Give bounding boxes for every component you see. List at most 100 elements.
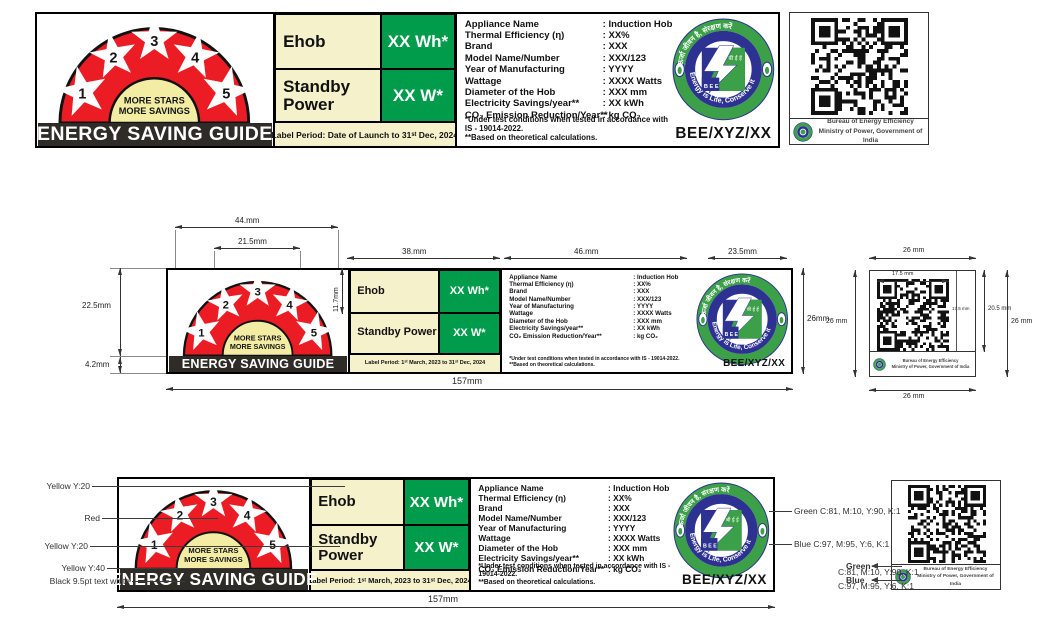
callout-yellow20-bottom: Yellow Y:20 [44, 541, 88, 551]
svg-text:4: 4 [244, 508, 251, 522]
callout-line [132, 581, 185, 582]
qr-inner-divider [956, 271, 957, 351]
detail-row: Diameter of the Hob: XXX mm [464, 87, 648, 99]
qr-code [877, 279, 949, 351]
svg-text:5: 5 [269, 538, 276, 552]
extension-line [175, 230, 176, 268]
logo-bee-text: B E E [704, 84, 719, 90]
svg-text:MORE STARS: MORE STARS [234, 333, 282, 342]
star-rating-arch: 1 2 3 4 5 MORE STARS MORE SAVINGS [178, 271, 338, 356]
appliance-details: Appliance Name: Induction Hob Thermal Ef… [465, 19, 677, 122]
dim-label: 157mm [452, 376, 483, 386]
dim-total-width [166, 387, 793, 391]
logo-blue-ring [684, 30, 762, 108]
detail-row: Model Name/Number: XXX/123 [464, 52, 647, 64]
callout-qr-blue-name: Blue [846, 575, 865, 585]
callout-line [769, 511, 792, 512]
qr-block-top: Bureau of Energy Efficiency Ministry of … [789, 12, 929, 145]
extension-line [338, 230, 339, 268]
callout-line [107, 568, 245, 569]
dim-qr-width-bottom [869, 388, 976, 392]
lightning-bolt-icon [703, 45, 738, 94]
extension-line [110, 373, 166, 374]
dim-label: 46.mm [574, 247, 599, 256]
logo-hindi-bee-text: बी ई ई [729, 54, 743, 62]
more-stars-text: MORE STARS [124, 96, 185, 106]
callout-qr-blue-value: C:97, M:95, Y:6, K:1 [838, 581, 914, 591]
dim-qr-inner-width [877, 279, 949, 283]
dim-label: 11.7mm [333, 287, 340, 312]
dim-label: 157mm [428, 594, 459, 604]
star-number: 5 [222, 87, 230, 103]
dim-row-height [340, 268, 344, 314]
svg-text:MORE STARS: MORE STARS [188, 546, 238, 555]
appliance-info-section: Appliance Name: Induction Hob Thermal Ef… [500, 270, 791, 372]
svg-text:4: 4 [286, 300, 293, 312]
energy-label-dimensioned: 1 2 3 4 5 MORE STARS MORE SAVINGS ENERGY… [166, 268, 793, 374]
dim-total-width-bottom [117, 605, 775, 609]
energy-guide-section: 1 2 3 4 5 MORE STARS MORE SAVINGS ENERGY… [110, 479, 318, 590]
qr-org-text: Bureau of Energy Efficiency Ministry of … [891, 357, 970, 369]
label-period: Label Period: 1ˢᵗ March, 2023 to 31ˢᵗ De… [308, 570, 472, 590]
dim-label: 26 mm [903, 393, 925, 400]
dim-label: 22.5mm [82, 301, 111, 310]
svg-text:5: 5 [311, 328, 318, 340]
dim-qr-code-height [982, 270, 986, 352]
detail-row: Electricity Savings/year**: XX kWh [464, 98, 644, 110]
detail-row: Appliance Name: Induction Hob [464, 18, 673, 30]
qr-footer: Bureau of Energy Efficiency Ministry of … [790, 118, 928, 144]
energy-guide-section: 1 2 3 4 5 MORE STARS MORE SAVINGS ENERGY… [37, 14, 273, 146]
svg-text:B E E: B E E [703, 544, 717, 550]
dim-qr-height-left [853, 270, 857, 377]
qr-org-text: Bureau of Energy Efficiency Ministry of … [818, 117, 923, 145]
more-savings-text: MORE SAVINGS [119, 106, 190, 116]
table-row1-value: XX Wh* [380, 14, 455, 70]
callout-black-bar: Black 9.5pt text white [49, 576, 130, 586]
detail-row: Year of Manufacturing: YYYY [464, 64, 634, 76]
svg-text:MORE SAVINGS: MORE SAVINGS [184, 555, 243, 564]
dim-qr-height-right [1005, 270, 1009, 377]
svg-text:2: 2 [176, 508, 183, 522]
label-period: Label Period: Date of Launch to 31ˢᵗ Dec… [272, 122, 458, 146]
bee-mini-logo [873, 357, 886, 371]
dim-label: 26 mm [903, 247, 925, 254]
dim-label-height [801, 268, 805, 374]
dim-label: 26 mm [1011, 318, 1033, 325]
appliance-info-section: Appliance Name: Induction Hob Thermal Ef… [454, 14, 778, 146]
dim-label: 26 mm [826, 318, 848, 325]
detail-row: CO₂ Emission Reduction/Year**: kg CO₂ [464, 109, 641, 121]
svg-text:1: 1 [151, 538, 158, 552]
bee-certificate-code: BEE/XYZ/XX [675, 124, 772, 142]
dim-label: 44.mm [235, 216, 260, 225]
callout-line [90, 546, 340, 547]
callout-line [92, 486, 345, 487]
dim-label: 23.5mm [728, 247, 757, 256]
extension-line [110, 356, 166, 357]
dim-label: 17.5 mm [892, 271, 914, 277]
dim-label: 21.5mm [238, 237, 267, 246]
svg-text:B E E: B E E [724, 332, 738, 338]
svg-text:3: 3 [254, 287, 260, 299]
dim-info-width [504, 256, 687, 260]
callout-yellow20-top: Yellow Y:20 [46, 481, 90, 491]
dim-table-width [347, 256, 500, 260]
qr-block-colors: Bureau of Energy Efficiency Ministry of … [891, 480, 1001, 590]
bee-logo: B E E बी ई ई ऊर्जा जीवन है, संरक्षण करें… [696, 273, 788, 366]
qr-footer: Bureau of Energy Efficiency Ministry of … [870, 351, 975, 376]
svg-text:2: 2 [223, 300, 229, 312]
callout-red: Red [84, 513, 100, 523]
star-number: 4 [191, 51, 200, 67]
footnotes: *Under test conditions when tested in ac… [464, 115, 669, 143]
callout-yellow40: Yellow Y:40 [61, 563, 105, 573]
dim-qr-width-top [869, 256, 976, 260]
bee-logo: B E E बी ई ई ऊर्जा जीवन है, संरक्षण करें… [672, 18, 775, 121]
detail-row: Wattage: XXXX Watts [464, 75, 663, 87]
energy-saving-guide-bar: ENERGY SAVING GUIDE [36, 123, 273, 146]
dim-arch-width [175, 225, 338, 229]
svg-text:बी ई ई: बी ई ई [726, 517, 740, 524]
detail-row: Brand: XXX [464, 41, 628, 53]
energy-label-colors: 1 2 3 4 5 MORE STARS MORE SAVINGS ENERGY… [110, 477, 775, 592]
star-number: 2 [109, 51, 117, 67]
star-number: 3 [150, 34, 158, 50]
